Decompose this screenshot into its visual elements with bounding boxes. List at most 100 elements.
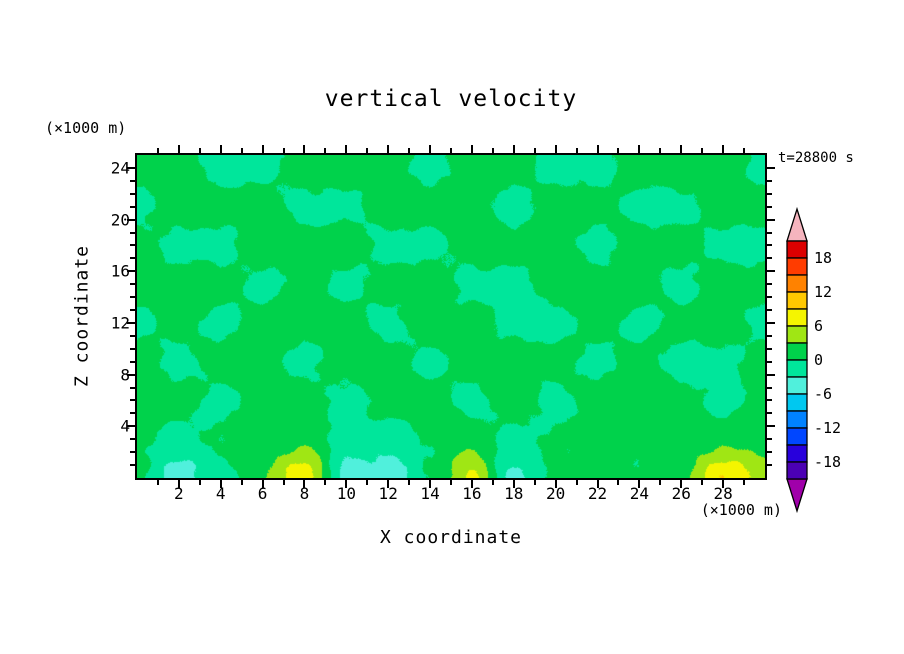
x-axis-units-label: (×1000 m) xyxy=(700,501,782,519)
axis-tick xyxy=(617,480,620,485)
axis-tick xyxy=(130,451,135,454)
axis-tick xyxy=(345,145,348,153)
x-axis-title: X coordinate xyxy=(379,527,523,548)
y-axis-units-label: (×1000 m) xyxy=(45,119,127,137)
x-tick-label: 26 xyxy=(671,484,691,503)
colorbar-label: 12 xyxy=(814,283,833,301)
x-tick-label: 4 xyxy=(215,484,226,503)
colorbar xyxy=(786,206,808,514)
colorbar-segment xyxy=(786,427,808,446)
axis-tick xyxy=(177,145,180,153)
colorbar-segment xyxy=(786,291,808,310)
x-tick-label: 18 xyxy=(504,484,524,503)
axis-tick xyxy=(130,464,135,467)
axis-tick xyxy=(767,438,772,441)
axis-tick xyxy=(701,148,704,153)
axis-tick xyxy=(303,480,306,488)
axis-tick xyxy=(533,148,536,153)
axis-tick xyxy=(130,179,135,182)
axis-tick xyxy=(130,244,135,247)
axis-tick xyxy=(127,270,135,273)
axis-tick xyxy=(767,334,772,337)
axis-tick xyxy=(127,321,135,324)
axis-tick xyxy=(659,480,662,485)
y-tick-label: 12 xyxy=(110,313,130,333)
colorbar-segment xyxy=(786,274,808,293)
axis-tick xyxy=(743,148,746,153)
axis-tick xyxy=(240,480,243,485)
y-tick-label: 24 xyxy=(110,158,130,178)
axis-tick xyxy=(450,480,452,485)
colorbar-segment xyxy=(786,342,808,361)
y-tick-label: 4 xyxy=(120,416,130,436)
axis-tick xyxy=(282,480,285,485)
colorbar-segment xyxy=(786,240,808,259)
axis-tick xyxy=(130,192,135,195)
axis-tick xyxy=(324,480,327,485)
axis-tick xyxy=(130,347,135,350)
axis-tick xyxy=(429,480,432,488)
x-tick-label: 24 xyxy=(629,484,650,503)
axis-tick xyxy=(240,148,243,153)
axis-tick xyxy=(533,480,536,485)
axis-tick xyxy=(387,145,390,153)
axis-tick xyxy=(156,480,159,485)
axis-tick xyxy=(130,334,135,337)
axis-tick xyxy=(198,480,201,485)
x-tick-label: 12 xyxy=(378,484,398,503)
axis-tick xyxy=(575,148,578,153)
colorbar-arrow xyxy=(786,206,808,242)
axis-tick xyxy=(130,257,135,260)
axis-tick xyxy=(130,231,135,234)
axis-tick xyxy=(767,451,772,454)
colorbar-segment xyxy=(786,359,808,378)
colorbar-segment xyxy=(786,393,808,412)
colorbar-label: 6 xyxy=(814,317,824,335)
colorbar-segment xyxy=(786,308,808,327)
axis-tick xyxy=(722,480,725,488)
axis-tick xyxy=(767,296,772,299)
chart-title: vertical velocity xyxy=(324,86,578,112)
x-tick-label: 14 xyxy=(420,484,440,503)
axis-tick xyxy=(491,148,494,153)
colorbar-label: 0 xyxy=(814,351,824,369)
axis-tick xyxy=(617,148,620,153)
colorbar-label: -6 xyxy=(814,385,833,403)
axis-tick xyxy=(767,244,772,247)
x-tick-label: 22 xyxy=(587,484,608,503)
axis-tick xyxy=(554,480,557,488)
axis-tick xyxy=(767,425,775,428)
axis-tick xyxy=(408,480,411,485)
axis-tick xyxy=(767,218,775,221)
axis-tick xyxy=(130,438,135,441)
x-tick-label: 10 xyxy=(336,484,356,503)
axis-tick xyxy=(130,283,135,286)
axis-tick xyxy=(767,192,772,195)
colorbar-segment xyxy=(786,376,808,395)
axis-tick xyxy=(127,425,135,428)
x-tick-label: 28 xyxy=(713,484,733,503)
axis-tick xyxy=(554,145,557,153)
axis-tick xyxy=(450,148,452,153)
plot-frame xyxy=(135,153,767,480)
axis-tick xyxy=(219,480,222,488)
axis-tick xyxy=(767,231,772,234)
axis-tick xyxy=(156,148,159,153)
axis-tick xyxy=(130,386,135,389)
axis-tick xyxy=(767,373,775,376)
axis-tick xyxy=(767,309,772,312)
axis-tick xyxy=(701,480,704,485)
x-tick-label: 6 xyxy=(257,484,268,503)
colorbar-segment xyxy=(786,410,808,429)
axis-tick xyxy=(387,480,390,488)
axis-tick xyxy=(767,360,772,363)
colorbar-segment xyxy=(786,461,808,480)
y-tick-label: 8 xyxy=(120,365,130,385)
axis-tick xyxy=(261,480,264,488)
colorbar-label: 18 xyxy=(814,249,833,267)
axis-tick xyxy=(130,296,135,299)
axis-tick xyxy=(470,145,473,153)
axis-tick xyxy=(130,360,135,363)
axis-tick xyxy=(127,166,135,169)
